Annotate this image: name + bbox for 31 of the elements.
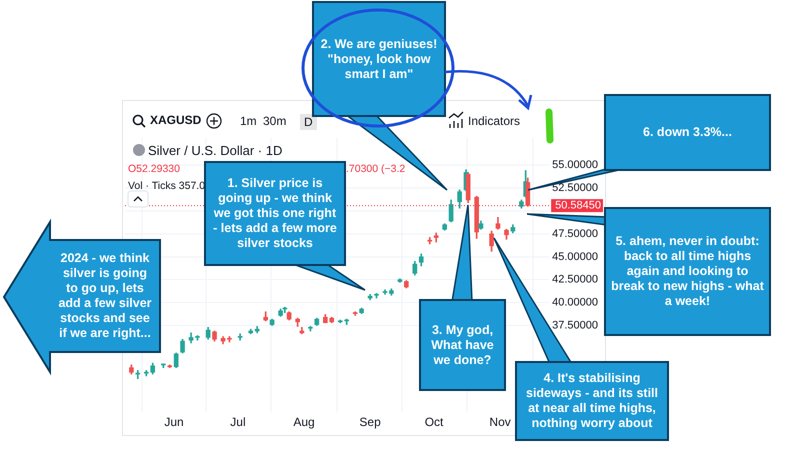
text: 5. ahem, never in doubt: back to all time highs again and looking to break to new highs - what a week!	[605, 208, 770, 335]
x-tick-label: Nov	[489, 415, 511, 430]
y-tick-label: 40.00000	[552, 296, 598, 309]
x-tick-label: Sep	[359, 415, 382, 430]
annotation: 4. It's stabilising sideways - and its still at near all time highs, nothing worry about	[516, 362, 668, 440]
annotation: .70300 (−3.2	[346, 163, 406, 175]
annotation: O52.29330	[128, 163, 180, 175]
y-tick-label: 47.50000	[552, 228, 598, 240]
text: Indicators	[468, 114, 520, 128]
candlestick	[374, 293, 379, 298]
y-tick-label: 45.00000	[552, 250, 598, 263]
x-tick-label: Jul	[230, 415, 246, 430]
annotation: 3. My god, What have we done?	[420, 300, 505, 390]
ref-line-label: 50.58450	[555, 200, 602, 212]
chart-title: Silver / U.S. Dollar · 1D	[148, 143, 282, 158]
annotation: 1. Silver price is going up - we think we got this one right - lets add a few more silver stocks	[205, 162, 345, 265]
annotation: 2024 - we think silver is going to go up, lets add a few silver stocks and see if we are right...	[57, 250, 153, 342]
x-tick-label: Aug	[293, 415, 315, 430]
x-tick-label: Oct	[424, 415, 444, 430]
y-tick-label: 42.50000	[552, 274, 598, 286]
y-tick-label: 52.50000	[552, 182, 598, 194]
text: XAGUSD	[150, 113, 202, 127]
text: D	[300, 114, 317, 130]
y-tick-label: 37.50000	[552, 320, 598, 332]
text: 30m	[263, 114, 286, 128]
text: 6. down 3.3%...	[605, 95, 770, 170]
text: 1m	[240, 114, 257, 128]
text: 2. We are geniuses! "honey, look how smart I am"	[313, 2, 445, 116]
x-tick-label: Jun	[164, 415, 184, 430]
annotation: Vol · Ticks 357.0	[128, 180, 206, 192]
y-tick-label: 55.00000	[552, 159, 598, 172]
